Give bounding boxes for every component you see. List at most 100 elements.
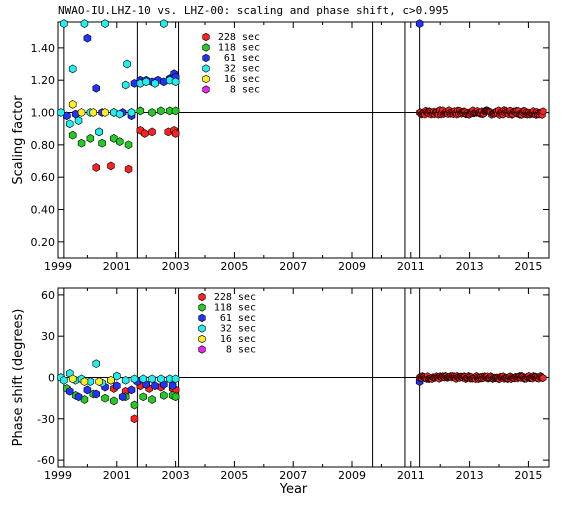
legend-label: 8 sec bbox=[230, 85, 260, 96]
x-tick-label: 2009 bbox=[338, 260, 366, 273]
data-point bbox=[92, 389, 100, 399]
x-tick-label: 2005 bbox=[220, 469, 248, 482]
data-point bbox=[127, 385, 136, 395]
x-tick-label: 2015 bbox=[514, 469, 542, 482]
data-point bbox=[92, 83, 100, 93]
data-point bbox=[110, 108, 118, 117]
data-point bbox=[118, 392, 127, 402]
data-point bbox=[171, 392, 180, 402]
y-axis-title: Phase shift (degrees) bbox=[11, 309, 26, 447]
data-point bbox=[124, 164, 133, 174]
data-point bbox=[80, 377, 89, 386]
y-tick-label: -30 bbox=[37, 413, 55, 426]
y-axis-title: Scaling factor bbox=[11, 95, 26, 185]
data-point bbox=[168, 381, 177, 391]
legend-label: 228 sec bbox=[218, 32, 260, 43]
x-tick-label: 2011 bbox=[397, 260, 425, 273]
data-point bbox=[166, 75, 174, 85]
data-point bbox=[121, 375, 130, 385]
legend-label: 8 sec bbox=[226, 345, 256, 356]
data-point bbox=[415, 19, 424, 28]
data-point bbox=[539, 374, 547, 382]
legend-marker bbox=[198, 313, 206, 323]
data-point bbox=[139, 392, 147, 402]
legend-marker bbox=[198, 292, 206, 302]
data-point bbox=[74, 116, 83, 125]
legend-label: 16 sec bbox=[220, 334, 256, 345]
data-point bbox=[171, 374, 180, 384]
x-tick-label: 2005 bbox=[220, 260, 248, 273]
legend-label: 118 sec bbox=[214, 303, 256, 314]
data-point bbox=[86, 134, 95, 143]
x-tick-label: 2015 bbox=[514, 260, 542, 273]
data-point bbox=[68, 374, 77, 384]
data-point bbox=[171, 77, 180, 87]
data-point bbox=[116, 109, 124, 119]
x-tick-label: 1999 bbox=[44, 260, 72, 273]
legend-marker bbox=[202, 53, 210, 63]
y-tick-label: 60 bbox=[41, 289, 55, 302]
data-point bbox=[148, 108, 156, 117]
y-tick-label: -60 bbox=[37, 454, 55, 467]
x-tick-label: 2007 bbox=[279, 469, 307, 482]
data-point bbox=[74, 392, 83, 402]
data-points bbox=[57, 19, 547, 174]
data-point bbox=[139, 374, 147, 384]
data-point bbox=[148, 374, 156, 384]
data-point bbox=[101, 393, 109, 403]
legend-marker bbox=[202, 64, 210, 73]
data-point bbox=[110, 134, 118, 143]
x-tick-label: 2003 bbox=[162, 260, 190, 273]
data-point bbox=[92, 359, 100, 369]
data-point bbox=[80, 19, 89, 28]
plot-frame bbox=[57, 21, 550, 259]
data-point bbox=[60, 19, 68, 28]
data-point bbox=[95, 127, 103, 137]
y-tick-label: 0.20 bbox=[31, 236, 56, 249]
data-point bbox=[157, 106, 165, 116]
data-point bbox=[171, 129, 180, 138]
data-point bbox=[57, 108, 65, 117]
data-point bbox=[121, 80, 130, 90]
x-tick-label: 2007 bbox=[279, 260, 307, 273]
legend-label: 61 sec bbox=[224, 53, 260, 64]
data-points bbox=[57, 359, 547, 424]
data-point bbox=[66, 386, 74, 396]
x-tick-label: 2003 bbox=[162, 469, 190, 482]
legend-label: 118 sec bbox=[218, 43, 260, 54]
data-point bbox=[171, 106, 180, 116]
data-point bbox=[107, 375, 115, 385]
x-tick-label: 2011 bbox=[397, 469, 425, 482]
data-point bbox=[151, 79, 159, 88]
legend-marker bbox=[198, 345, 206, 354]
x-tick-label: 1999 bbox=[44, 469, 72, 482]
data-point bbox=[123, 59, 131, 69]
data-point bbox=[148, 127, 156, 137]
data-point bbox=[148, 395, 156, 404]
data-point bbox=[77, 108, 86, 117]
data-point bbox=[95, 377, 103, 386]
data-point bbox=[110, 396, 118, 406]
legend-label: 32 sec bbox=[220, 324, 256, 335]
x-tick-label: 2001 bbox=[103, 260, 131, 273]
data-point bbox=[101, 19, 109, 28]
data-point bbox=[151, 381, 159, 391]
legend-marker bbox=[202, 43, 210, 52]
data-point bbox=[160, 19, 168, 28]
scaling-factor-panel: 1999 2001 2003 2005 2007 2009 2011 2013 2015 0.20… bbox=[11, 19, 550, 273]
data-point bbox=[157, 374, 165, 384]
x-tick-label: 2009 bbox=[338, 469, 366, 482]
data-point bbox=[66, 119, 74, 129]
x-tick-label: 2001 bbox=[103, 469, 131, 482]
y-tick-label: 0.60 bbox=[31, 171, 56, 184]
data-point bbox=[68, 130, 77, 140]
y-tick-label: 0.40 bbox=[31, 204, 56, 217]
data-point bbox=[83, 385, 92, 395]
legend-marker bbox=[198, 334, 206, 344]
data-point bbox=[127, 108, 136, 117]
y-tick-label: 0.80 bbox=[31, 139, 56, 152]
legend-marker bbox=[198, 324, 206, 333]
y-tick-label: 1.40 bbox=[31, 42, 56, 55]
